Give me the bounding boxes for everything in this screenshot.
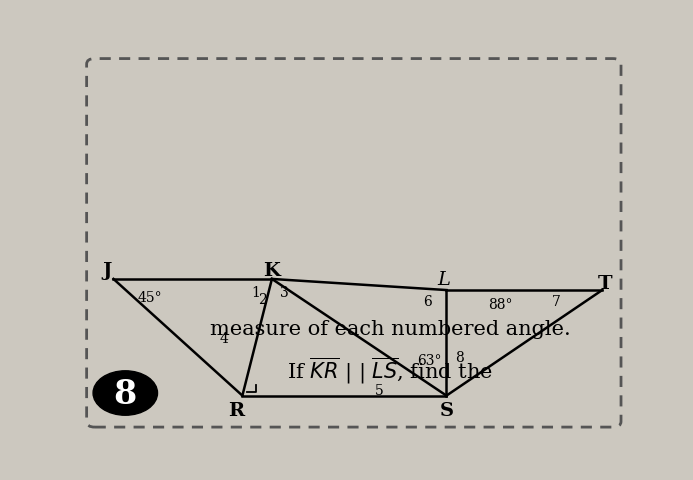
Text: R: R (228, 402, 244, 420)
Text: T: T (597, 274, 612, 292)
Text: L: L (437, 270, 450, 288)
Text: 1: 1 (252, 285, 261, 300)
Text: 8: 8 (114, 377, 137, 409)
Text: 6: 6 (423, 295, 432, 309)
Text: 45°: 45° (138, 290, 162, 304)
Text: S: S (439, 402, 453, 420)
Text: 8: 8 (455, 350, 464, 364)
Text: 5: 5 (375, 383, 384, 397)
Text: 3: 3 (280, 285, 289, 300)
Text: 2: 2 (258, 293, 267, 307)
Text: If $\overline{KR}$ | | $\overline{LS}$, find the: If $\overline{KR}$ | | $\overline{LS}$, … (287, 355, 493, 385)
Text: 4: 4 (219, 332, 228, 346)
Circle shape (93, 371, 157, 415)
Text: measure of each numbered angle.: measure of each numbered angle. (210, 320, 570, 339)
Text: 7: 7 (552, 295, 561, 309)
Text: J: J (103, 262, 112, 279)
Text: K: K (263, 262, 281, 279)
Text: 88°: 88° (488, 298, 512, 312)
Text: 63°: 63° (417, 354, 441, 368)
